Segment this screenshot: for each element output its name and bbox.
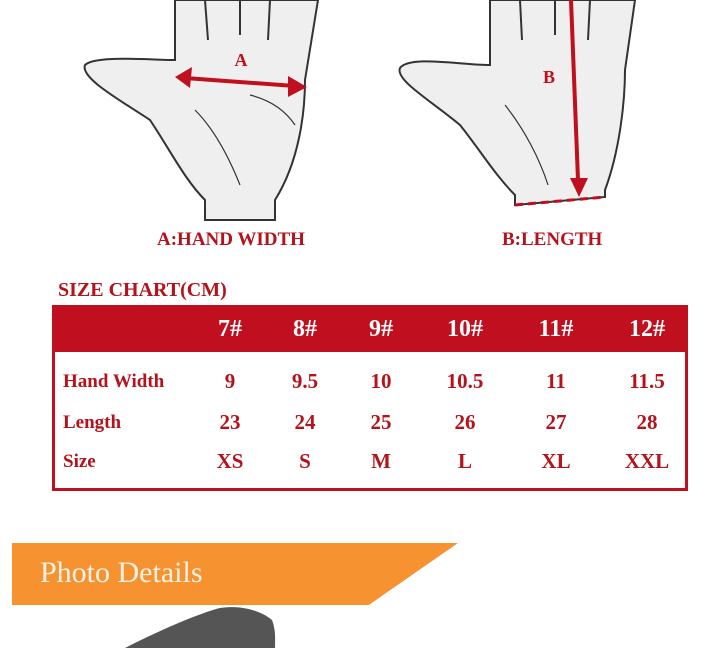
- hand-diagrams: A B: [83, 0, 637, 221]
- table-cell: 10: [370, 369, 392, 393]
- table-cell: 10.5: [446, 369, 484, 393]
- row-label: Length: [63, 412, 122, 433]
- table-cell: 23: [219, 410, 241, 434]
- table-cell: 9: [224, 369, 236, 393]
- label-b: B: [543, 67, 555, 87]
- table-cell: 11.5: [629, 369, 665, 393]
- caption-length: B:LENGTH: [502, 229, 603, 250]
- table-cell: 26: [454, 410, 476, 434]
- table-cell: L: [457, 449, 473, 473]
- table-cell: XS: [216, 449, 244, 473]
- column-header: 8#: [293, 316, 317, 342]
- table-cell: XXL: [624, 449, 670, 473]
- glove-photo: [125, 607, 276, 648]
- row-label: Size: [63, 451, 96, 472]
- table-cell: 11: [546, 369, 566, 393]
- column-header: 10#: [447, 316, 483, 342]
- table-cell: M: [371, 449, 391, 473]
- column-header: 12#: [629, 316, 665, 342]
- caption-hand-width: A:HAND WIDTH: [157, 229, 305, 250]
- table-cell: 9.5: [291, 369, 319, 393]
- table-cell: 28: [636, 410, 658, 434]
- column-header: 7#: [218, 316, 242, 342]
- left-hand-illustration: [83, 0, 320, 221]
- table-cell: 27: [545, 410, 567, 434]
- right-hand-illustration: [398, 0, 637, 207]
- table-header: 7# 8# 9# 10# 11# 12#: [55, 308, 685, 352]
- column-header: 9#: [369, 316, 393, 342]
- length-arrow: [514, 0, 606, 207]
- size-chart-title: SIZE CHART(CM): [58, 279, 227, 301]
- label-a: A: [235, 50, 248, 70]
- size-chart-table: 7# 8# 9# 10# 11# 12# Hand Width 9 9.5 10 10.5 11 11…: [52, 305, 688, 491]
- table-cell: S: [299, 449, 311, 473]
- table-cell: 24: [294, 410, 316, 434]
- column-header: 11#: [538, 316, 574, 342]
- row-label: Hand Width: [63, 371, 165, 392]
- banner-title: Photo Details: [40, 556, 203, 589]
- width-arrow: [175, 67, 307, 97]
- table-cell: XL: [541, 449, 571, 473]
- table-cell: 25: [370, 410, 392, 434]
